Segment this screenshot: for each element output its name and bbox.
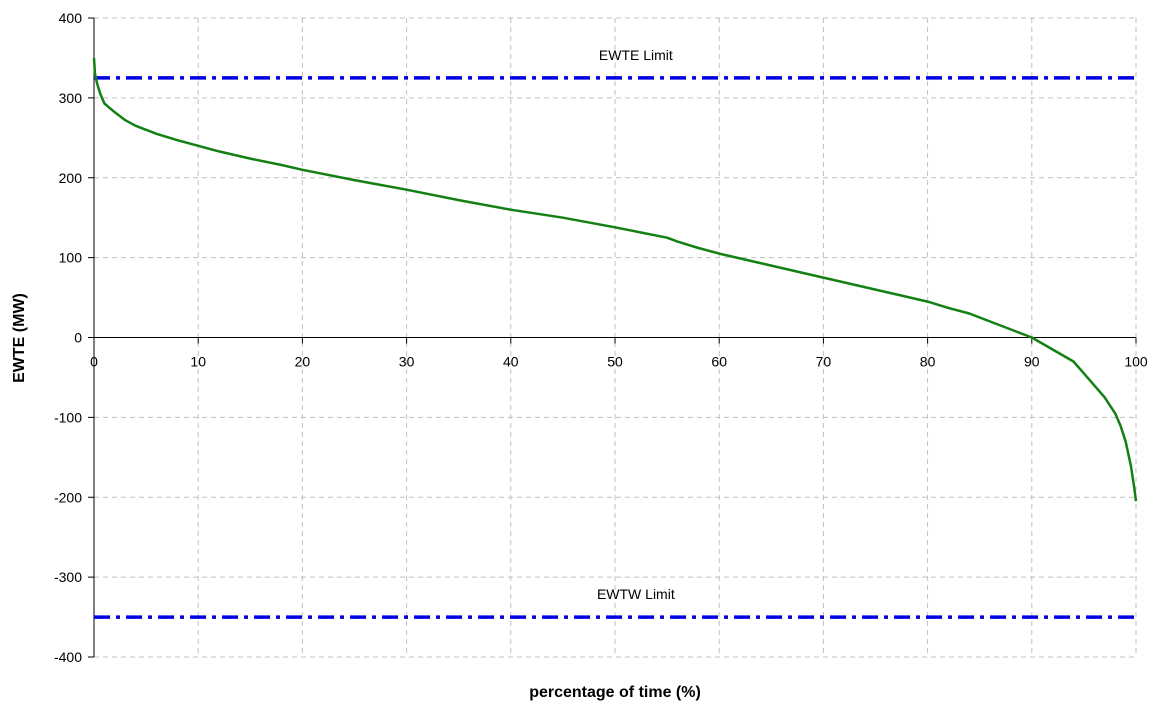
y-tick-label: -400 <box>54 649 82 665</box>
x-tick-label: 20 <box>295 354 311 370</box>
x-tick-label: 100 <box>1124 354 1148 370</box>
y-tick-label: -300 <box>54 569 82 585</box>
x-tick-label: 90 <box>1024 354 1040 370</box>
x-tick-label: 70 <box>816 354 832 370</box>
tick-labels: -400 -300 -200 -100 0 100 200 300 400 0 10 20 30 40 50… <box>54 10 1148 665</box>
x-tick-label: 50 <box>607 354 623 370</box>
limit-label: EWTE Limit <box>599 47 673 63</box>
x-tick-label: 60 <box>711 354 727 370</box>
reference-lines: EWTE Limit EWTW Limit <box>94 47 1136 619</box>
y-tick-label: 400 <box>59 10 83 26</box>
y-tick-label: 100 <box>59 250 83 266</box>
x-tick-label: 10 <box>190 354 206 370</box>
x-tick-label: 30 <box>399 354 415 370</box>
series-layer <box>92 57 1138 502</box>
x-tick-label: 40 <box>503 354 519 370</box>
x-tick-label: 0 <box>90 354 98 370</box>
y-tick-label: 0 <box>74 330 82 346</box>
limit-label: EWTW Limit <box>597 586 675 602</box>
x-tick-label: 80 <box>920 354 936 370</box>
x-axis-title: percentage of time (%) <box>529 684 701 701</box>
y-axis-title: EWTE (MW) <box>11 293 28 383</box>
y-tick-label: -200 <box>54 489 82 505</box>
y-tick-label: 300 <box>59 90 83 106</box>
series-line <box>92 57 1138 502</box>
y-tick-label: -100 <box>54 409 82 425</box>
y-tick-label: 200 <box>59 170 83 186</box>
axes <box>88 17 1137 658</box>
